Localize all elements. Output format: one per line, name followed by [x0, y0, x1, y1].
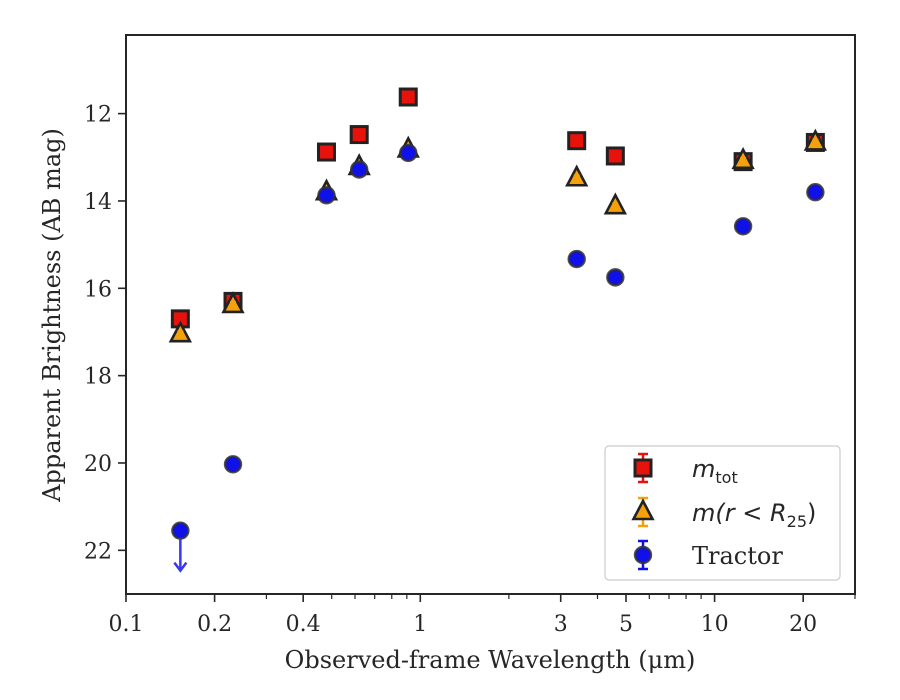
plot-data: [168, 87, 828, 573]
y-tick-label-1: 14: [84, 190, 112, 215]
series-2-upper-limit-arrow-0: [173, 538, 188, 573]
series-2-errorbar-1: [230, 460, 237, 469]
legend: mtot m(r < R25) Tractor: [604, 445, 841, 581]
series-1-errorbar-8: [812, 138, 819, 147]
series-1: [168, 128, 828, 343]
x-tick-label-3: 1: [413, 612, 427, 637]
x-tick-label-2: 0.4: [286, 612, 321, 637]
y-tick-label-5: 22: [84, 539, 112, 564]
series-2-errorbar-4: [405, 149, 412, 157]
legend-marker-1: [631, 498, 655, 521]
series-1-errorbar-5: [573, 174, 580, 182]
series-0-errorbar-5: [573, 136, 580, 145]
x-tick-label-7: 20: [789, 612, 817, 637]
legend-label-1: m(r < R25): [692, 499, 816, 531]
series-2-errorbar-2: [323, 191, 330, 200]
legend-marker-0: [633, 458, 653, 478]
y-axis-label: Apparent Brightness (AB mag): [38, 128, 66, 503]
series-0-errorbar-2: [323, 148, 330, 156]
series-0: [170, 87, 825, 329]
x-tick-label-1: 0.2: [197, 612, 232, 637]
x-tick-label-0: 0.1: [109, 612, 144, 637]
series-2-errorbar-8: [812, 188, 819, 196]
series-0-errorbar-4: [405, 93, 412, 101]
series-2-errorbar-6: [612, 273, 619, 282]
series-0-errorbar-3: [356, 130, 363, 139]
series-0-errorbar-6: [612, 152, 619, 160]
upper-limit-arrow-head: [173, 561, 188, 573]
y-tick-label-0: 12: [84, 103, 112, 128]
series-1-errorbar-1: [230, 301, 237, 309]
series-2-errorbar-7: [740, 222, 747, 231]
series-2-errorbar-0: [177, 526, 184, 535]
x-axis-label: Observed-frame Wavelength (μm): [285, 646, 696, 674]
series-2: [171, 143, 825, 573]
x-tick-label-5: 5: [619, 612, 633, 637]
legend-entry-2: Tractor: [633, 539, 783, 571]
legend-box: [604, 445, 841, 581]
legend-entry-1: m(r < R25): [631, 496, 816, 531]
x-tick-label-6: 10: [701, 612, 729, 637]
y-tick-label-3: 18: [84, 365, 112, 390]
legend-label-0: mtot: [692, 455, 738, 487]
legend-entry-0: mtot: [633, 452, 738, 487]
legend-label-2: Tractor: [692, 542, 783, 570]
y-tick-label-4: 20: [84, 452, 112, 477]
legend-marker-2: [633, 545, 653, 565]
series-1-errorbar-0: [177, 330, 184, 338]
series-1-errorbar-7: [740, 157, 747, 165]
series-2-errorbar-3: [356, 165, 363, 174]
series-1-errorbar-6: [612, 202, 619, 210]
series-2-errorbar-5: [573, 255, 580, 263]
plot-frame: [125, 34, 856, 595]
y-tick-label-2: 16: [84, 277, 112, 302]
x-tick-label-4: 3: [554, 612, 568, 637]
